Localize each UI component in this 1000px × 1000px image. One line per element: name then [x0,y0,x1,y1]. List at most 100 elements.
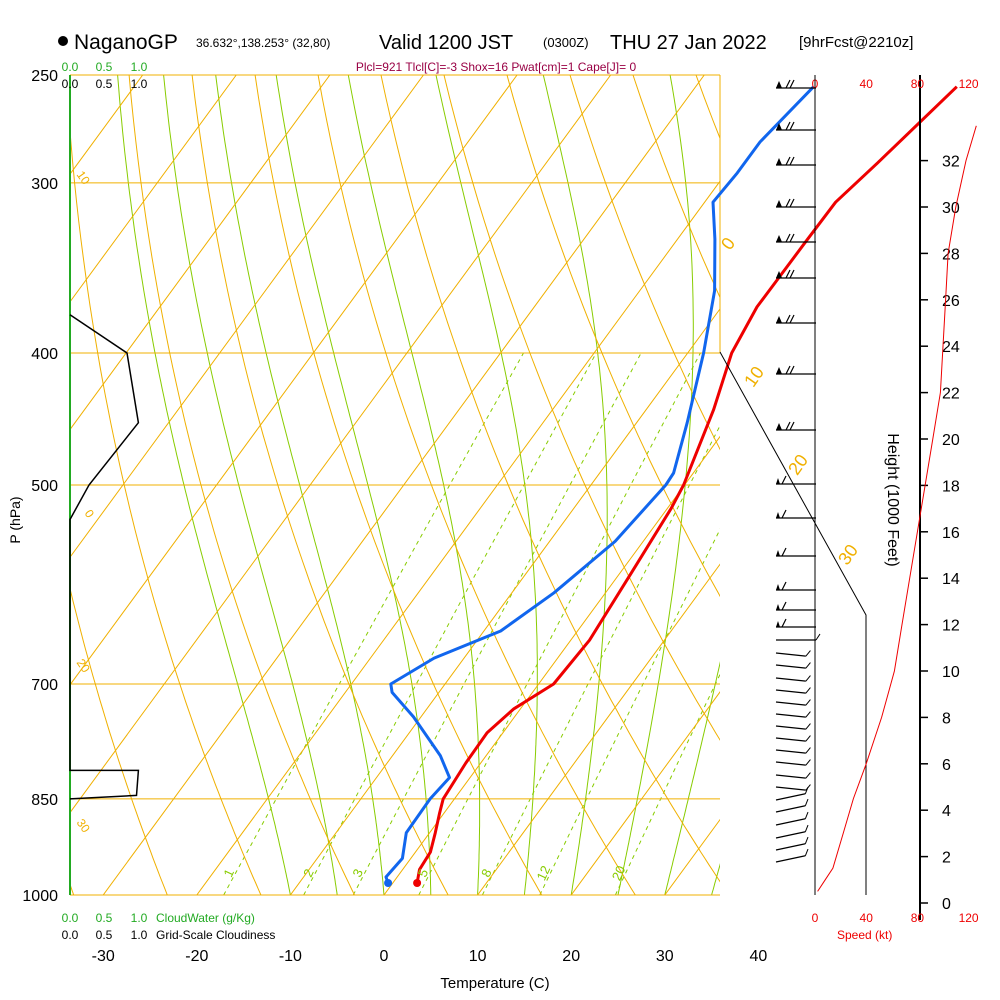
cloudwater-tick-bottom: 0.5 [96,911,113,925]
height-tick-label: 24 [942,339,960,356]
wind-speed-line [817,125,977,892]
wind-barb [776,365,816,375]
dry-adiabat-line [191,75,449,895]
speed-tick-label: 120 [959,911,979,925]
temperature-tick-0: 0 [380,948,389,965]
moist-adiabat-line [664,661,720,895]
wind-speed-axis: 0 0 40 40 80 80 120 120 [719,75,979,925]
wind-barb [776,475,816,485]
temperature-tick--20: -20 [185,948,208,965]
wind-barb [776,198,816,208]
pressure-tick-500: 500 [31,478,58,495]
cloudiness-line [69,314,140,800]
moist-adiabat-line [347,75,481,895]
wind-barb [775,784,811,791]
dry-adiabat-label: 30 [74,816,93,835]
temperature-line [415,85,958,884]
wind-barb [776,601,816,611]
speed-tick-label: 80 [911,911,925,925]
wind-barb [776,633,821,641]
moist-adiabat-line [711,863,720,895]
plot-frame [70,74,721,352]
isotherm-line [70,75,237,303]
height-tick-label: 18 [942,478,960,495]
cloud-tick-top: 1.0 [131,77,148,91]
mixing-ratio-label: 8 [478,867,495,880]
dry-adiabat-label: 10 [74,168,93,187]
wind-barb [776,618,816,628]
pressure-tick-1000: 1000 [22,888,58,905]
height-tick-label: 22 [942,386,960,403]
dry-adiabat-line [70,586,168,895]
dry-adiabat-line [254,75,543,895]
wind-barb [775,811,809,826]
wind-barb [775,836,809,851]
wind-barb [776,509,816,519]
pressure-tick-700: 700 [31,677,58,694]
wind-barb [775,723,811,730]
mixing-ratio-lines [223,352,720,895]
temperature-tick--10: -10 [279,948,302,965]
dry-adiabat-line [70,125,262,895]
mixing-ratio-line [539,528,720,895]
x-axis-label: Temperature (C) [440,975,549,992]
height-tick-label: 6 [942,757,951,774]
station-marker-dot [58,36,68,46]
wind-barb [775,798,809,813]
wind-barb [775,786,809,801]
height-tick-label: 4 [942,803,951,820]
dry-adiabat-line [822,75,1000,895]
dry-adiabat-line [443,75,720,741]
height-tick-label: 20 [942,432,960,449]
mixing-ratio-label: 3 [349,867,366,880]
isotherm-line [477,563,720,895]
speed-tick-label: 0 [812,911,819,925]
isotherm-line [758,75,1000,895]
dry-adiabat-line [380,75,720,883]
pressure-tick-300: 300 [31,176,58,193]
height-tick-label: 30 [942,200,960,217]
wind-barb [776,547,816,557]
mixing-ratio-label: 2 [300,867,317,880]
wind-barb [776,233,816,243]
cloudiness-profile [69,314,140,800]
height-tick-label: 12 [942,618,960,635]
height-tick-label: 28 [942,246,960,263]
dewpoint-line-surface-point [384,879,393,887]
wind-barb [775,662,811,669]
stability-indices: Plcl=921 Tlcl[C]=-3 Shox=16 Pwat[cm]=1 C… [356,60,637,74]
wind-barb [775,747,811,754]
dewpoint-profile [384,85,815,887]
wind-barb [776,79,816,89]
height-tick-label: 32 [942,154,960,171]
dry-adiabat-line [569,75,720,451]
valid-zulu: (0300Z) [543,35,589,50]
dry-adiabat-line [759,75,1000,895]
temperature-tick-10: 10 [469,948,487,965]
mixing-ratio-line [481,424,720,895]
temperature-tick-30: 30 [656,948,674,965]
dry-adiabat-label: 0 [82,507,97,521]
wind-barb [775,699,811,706]
temperature-tick-20: 20 [562,948,580,965]
speed-tick-label: 40 [860,77,874,91]
height-tick-label: 8 [942,710,951,727]
station-name: NaganoGP [74,31,178,54]
pressure-tick-labels: 250 300 400 500 700 850 1000 [22,68,58,905]
wind-barb [775,772,811,779]
cloud-tick-bottom: 0.5 [96,928,113,942]
pressure-tick-250: 250 [31,68,58,85]
mixing-ratio-line [614,673,720,895]
wind-barb [776,269,816,279]
wind-barb [776,314,816,324]
wind-barb [776,421,816,431]
wind-barb [775,735,811,742]
isotherm-line [570,691,720,895]
wind-panel-boundary [719,351,867,895]
height-tick-label: 0 [942,896,951,913]
wind-barb [775,687,811,694]
moist-adiabat-line [163,75,338,895]
wind-barbs [775,79,821,863]
